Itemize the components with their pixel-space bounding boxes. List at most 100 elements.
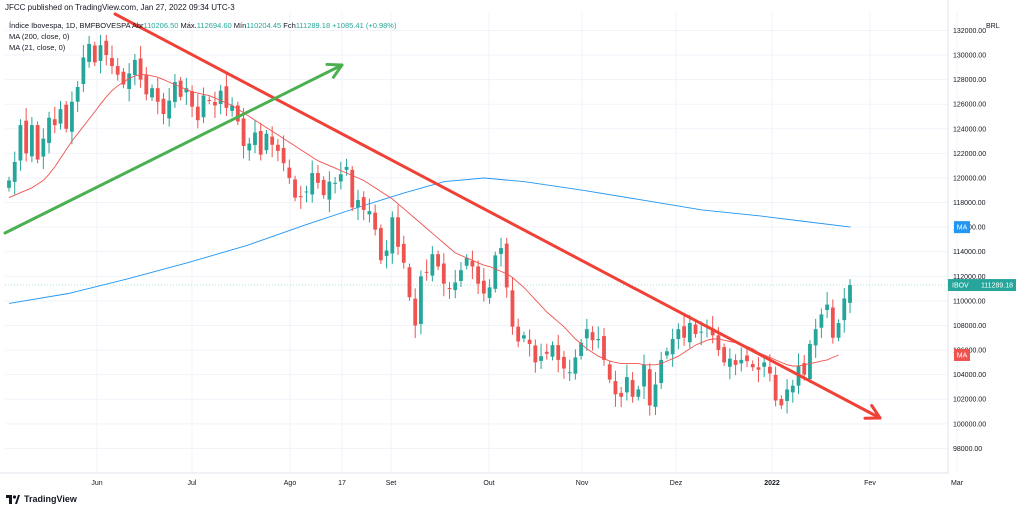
price-badge-bg — [948, 279, 1016, 292]
ma200-legend[interactable]: MA (200, close, 0) — [9, 32, 70, 41]
candle-body — [253, 132, 257, 146]
y-tick-label: 126000.00 — [953, 102, 986, 109]
y-tick-label: 130000.00 — [953, 53, 986, 60]
candle-body — [602, 336, 606, 360]
uptrend-line-arrowhead — [325, 62, 344, 79]
y-tick-label: 114000.00 — [953, 249, 986, 256]
candle-body — [104, 40, 109, 56]
x-tick-label: Ago — [284, 480, 297, 487]
candle-body — [699, 331, 704, 333]
uptrend-line — [3, 63, 344, 235]
y-tick-label: 120000.00 — [953, 175, 986, 182]
candle-body — [584, 329, 589, 339]
candle-body — [419, 276, 423, 325]
low-label: Mín — [233, 21, 247, 30]
candle-body — [607, 364, 612, 380]
publisher-credit: JFCC published on TradingView.com, Jan 2… — [5, 3, 235, 12]
x-tick-label: Jun — [91, 480, 102, 487]
candle-body — [727, 358, 732, 367]
candle-body — [287, 167, 292, 178]
candle-body — [453, 282, 458, 291]
candle-body — [676, 329, 681, 340]
candle-body — [567, 372, 572, 374]
candle-body — [710, 328, 715, 336]
candle-body — [12, 161, 17, 182]
candle-body — [350, 169, 355, 208]
candle-body — [521, 335, 526, 339]
candle-body — [275, 144, 280, 151]
candle-body — [87, 43, 91, 62]
y-tick-label: 100000.00 — [953, 421, 986, 428]
candle-body — [544, 351, 549, 354]
candle-body — [733, 360, 738, 365]
candle-body — [722, 347, 727, 363]
trendline-drawings[interactable] — [3, 12, 882, 420]
y-tick-label: 124000.00 — [953, 126, 986, 133]
candle-body — [218, 90, 223, 104]
candle-body — [659, 359, 664, 384]
candle-body — [665, 351, 669, 356]
candle-body — [304, 191, 309, 193]
candle-body — [790, 385, 795, 393]
candle-body — [836, 323, 841, 338]
candle-body — [132, 59, 137, 75]
candle-body — [7, 180, 11, 188]
y-tick-label: 112000.00 — [953, 274, 986, 281]
open-value: 110206.50 — [143, 21, 179, 30]
candle-body — [550, 345, 555, 357]
close-value: 111289.18 — [295, 21, 331, 30]
candle-body — [539, 356, 543, 361]
candle-body — [848, 285, 852, 303]
candle-body — [499, 248, 503, 254]
y-tick-label: 128000.00 — [953, 77, 986, 84]
candle-body — [361, 197, 366, 210]
low-value: 110204.45 — [246, 21, 282, 30]
candle-body — [70, 101, 74, 132]
candle-body — [247, 143, 252, 151]
ma200-path — [8, 177, 851, 304]
candle-body — [808, 343, 812, 380]
candle-body — [802, 363, 807, 375]
candle-body — [224, 86, 229, 108]
candle-body — [75, 86, 80, 102]
ma21-legend[interactable]: MA (21, close, 0) — [9, 43, 66, 52]
candle-body — [396, 217, 400, 247]
chart-legend: Índice Ibovespa, 1D, BMFBOVESPA Abr11020… — [9, 20, 396, 53]
candle-body — [293, 179, 297, 198]
candle-body — [533, 345, 538, 363]
ma-badge-bg — [954, 221, 970, 234]
x-tick-label: Set — [386, 480, 397, 487]
candle-body — [830, 307, 835, 338]
high-value: 112694.60 — [196, 21, 232, 30]
candle-body — [464, 257, 469, 266]
candle-body — [138, 58, 143, 80]
x-tick-label: Nov — [576, 480, 589, 487]
candle-body — [184, 88, 189, 93]
candle-body — [459, 270, 463, 281]
candle-body — [682, 326, 686, 338]
candle-body — [161, 98, 166, 115]
candle-body — [407, 267, 412, 298]
candle-body — [825, 304, 830, 310]
candle-body — [436, 254, 440, 267]
candle-body — [241, 118, 246, 146]
candle-body — [481, 280, 486, 294]
candle-body — [670, 339, 675, 355]
ohlc-row: Índice Ibovespa, 1D, BMFBOVESPA Abr11020… — [9, 20, 396, 31]
candle-body — [476, 266, 481, 284]
candle-body — [173, 82, 177, 102]
candle-body — [378, 228, 383, 261]
candle-body — [527, 339, 532, 344]
candle-body — [636, 389, 641, 397]
candle-body — [739, 359, 744, 364]
high-label: Máx. — [180, 21, 197, 30]
candle-body — [390, 217, 395, 254]
candle-body — [596, 339, 601, 341]
candle-body — [110, 57, 114, 67]
candle-body — [504, 243, 509, 288]
candle-body — [579, 342, 584, 356]
candle-body — [235, 105, 240, 122]
candle-body — [81, 57, 86, 85]
candle-body — [367, 211, 372, 215]
